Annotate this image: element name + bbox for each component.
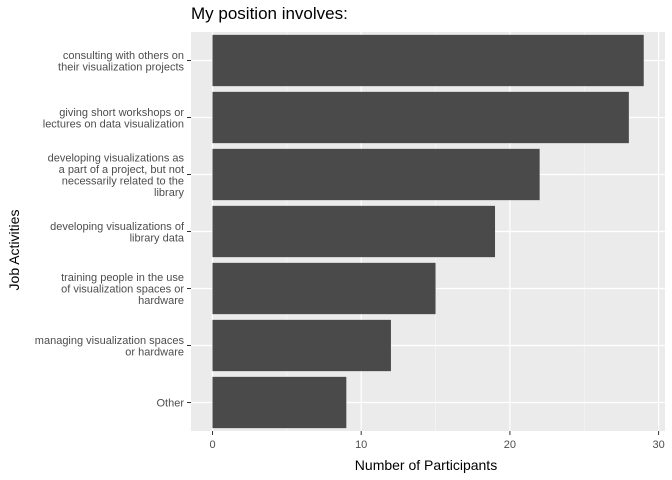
y-tick-label: library data (130, 232, 185, 244)
y-tick-label: hardware (138, 295, 184, 307)
y-tick-label: training people in the use (61, 272, 184, 284)
y-tick-label: lectures on data visualization (43, 118, 184, 130)
y-tick-label: developing visualizations of (50, 221, 185, 233)
y-tick-label: library (154, 187, 184, 199)
bar (212, 262, 436, 315)
y-tick-label: a part of a project, but not (59, 164, 184, 176)
bar (212, 148, 540, 201)
bar (212, 91, 629, 144)
bar (212, 319, 391, 372)
x-tick-label: 0 (209, 439, 215, 451)
y-tick-label: managing visualization spaces (35, 335, 185, 347)
x-tick-label: 30 (652, 439, 664, 451)
y-tick-label: developing visualizations as (48, 152, 185, 164)
x-tick-label: 20 (504, 439, 516, 451)
y-tick-label: necessarily related to the (62, 175, 184, 187)
y-tick-label: or hardware (125, 346, 184, 358)
bar (212, 34, 644, 87)
y-tick-label: consulting with others on (63, 50, 184, 62)
chart-title: My position involves: (191, 4, 348, 23)
y-tick-label: giving short workshops or (59, 107, 184, 119)
bar (212, 376, 347, 429)
y-tick-label: their visualization projects (58, 61, 184, 73)
x-tick-label: 10 (355, 439, 367, 451)
x-axis-title: Number of Participants (354, 457, 498, 473)
y-tick-label: Other (156, 398, 184, 410)
y-tick-label: of visualization spaces or (61, 284, 184, 296)
bar (212, 205, 496, 258)
